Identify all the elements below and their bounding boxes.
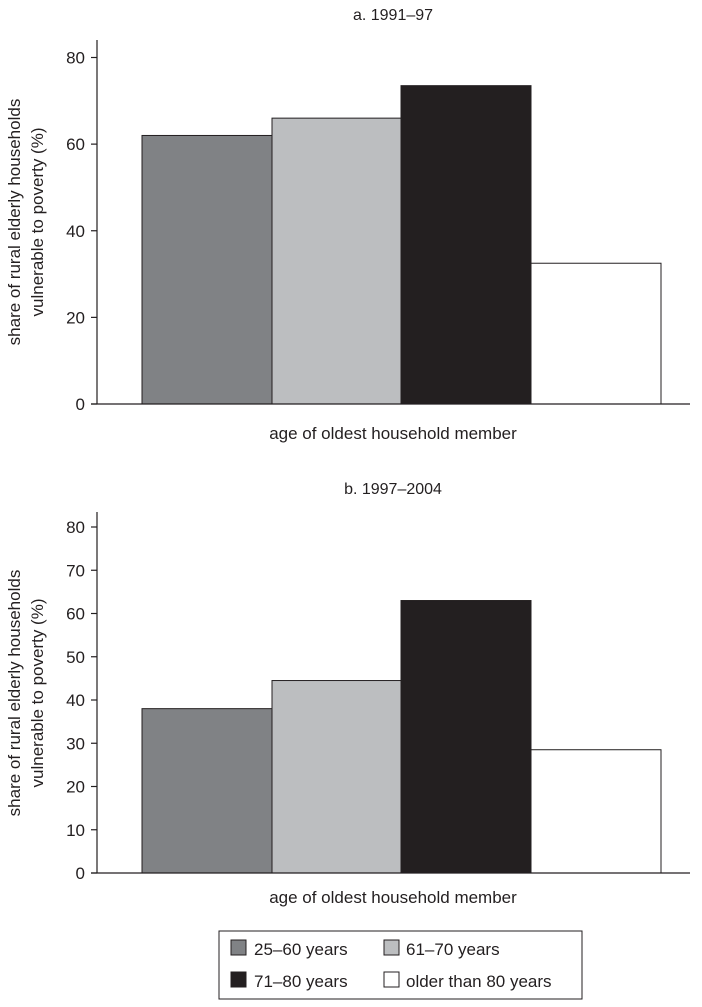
chart-b-x-label: age of oldest household member <box>269 888 517 907</box>
chart-a-y-label-line-2: vulnerable to poverty (%) <box>28 128 47 317</box>
legend-label-1: 25–60 years <box>254 940 348 959</box>
chart-b-y-tick-label: 10 <box>66 821 85 840</box>
chart-b-y-tick-label: 50 <box>66 648 85 667</box>
chart-a-x-label: age of oldest household member <box>269 424 517 443</box>
legend-label-3: 71–80 years <box>254 972 348 991</box>
chart-a-y-tick-label: 20 <box>66 308 85 327</box>
legend-swatch-1 <box>230 939 247 956</box>
chart-a-title: a. 1991–97 <box>353 7 433 24</box>
chart-b-y-label-line-2: vulnerable to poverty (%) <box>28 599 47 788</box>
chart-a-y-label-line-1: share of rural elderly households <box>5 99 24 346</box>
legend-swatch-3 <box>230 971 247 988</box>
legend-label-2: 61–70 years <box>406 940 500 959</box>
legend-swatch-2 <box>383 939 400 956</box>
chart-a-y-tick-label: 60 <box>66 135 85 154</box>
chart-b-y-tick-label: 30 <box>66 734 85 753</box>
chart-a-y-tick-label: 40 <box>66 222 85 241</box>
chart-b-bar-2 <box>271 680 403 874</box>
chart-b-y-tick-label: 70 <box>66 561 85 580</box>
chart-a-bar-3 <box>400 85 532 405</box>
chart-a-y-tick-label: 80 <box>66 49 85 68</box>
chart-b-bar-4 <box>530 749 662 874</box>
chart-b-y-tick-label: 20 <box>66 778 85 797</box>
chart-b-bar-1 <box>141 708 273 874</box>
chart-b-y-tick-label: 80 <box>66 518 85 537</box>
chart-b-bar-3 <box>400 600 532 874</box>
chart-a-bar-1 <box>141 134 273 405</box>
chart-b-y-label-line-1: share of rural elderly households <box>5 570 24 817</box>
chart-a-bar-2 <box>271 117 403 405</box>
legend-swatch-4 <box>383 971 400 988</box>
chart-a-y-tick-label: 0 <box>76 395 85 414</box>
chart-b-y-tick-label: 60 <box>66 605 85 624</box>
legend-box <box>218 930 583 1000</box>
chart-b-y-tick-label: 40 <box>66 691 85 710</box>
chart-a-bar-4 <box>530 262 662 405</box>
chart-b-title: b. 1997–2004 <box>344 481 442 498</box>
chart-b-y-tick-label: 0 <box>76 864 85 883</box>
legend-label-4: older than 80 years <box>406 972 552 991</box>
